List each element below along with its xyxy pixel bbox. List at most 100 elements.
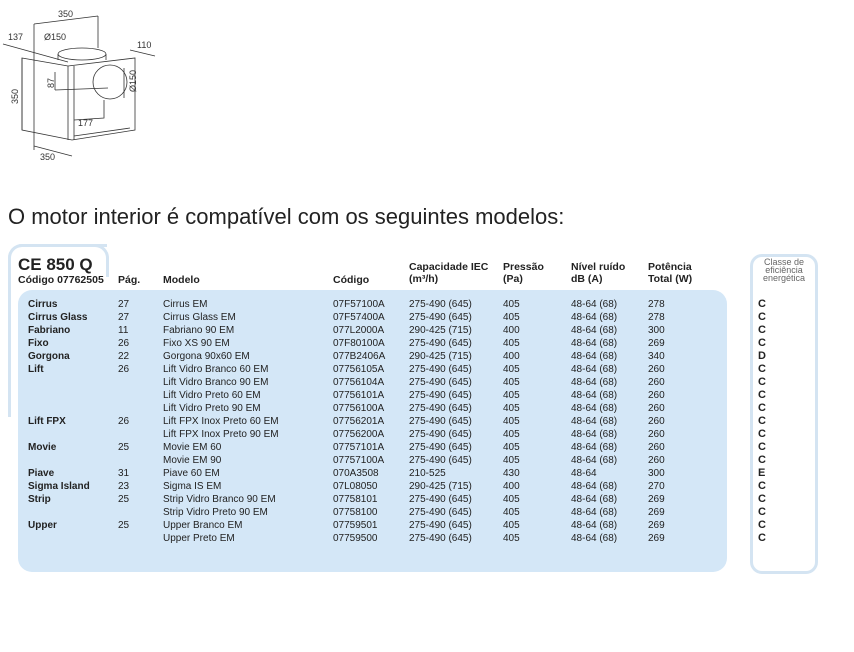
product-tab-top <box>8 244 109 277</box>
cell-pot: 340 <box>648 351 665 362</box>
cell-ruido: 48-64 (68) <box>571 455 618 466</box>
cell-codigo: 077B2406A <box>333 351 386 362</box>
table-row: Lift FPX Inox Preto 90 EM 07756200A 275-49… <box>0 428 740 441</box>
table-row: Upper Preto EM 07759500 275-490 (645) 405 48… <box>0 532 740 545</box>
col-pressao-l2: (Pa) <box>503 273 523 285</box>
cell-pres: 405 <box>503 507 520 518</box>
cell-modelo: Lift Vidro Preto 90 EM <box>163 403 261 414</box>
cell-modelo: Upper Branco EM <box>163 520 243 531</box>
energy-class: C <box>758 493 766 505</box>
dim-137: 137 <box>8 32 23 42</box>
energy-title-l2: eficiência <box>765 265 803 275</box>
cell-modelo: Lift Vidro Preto 60 EM <box>163 390 261 401</box>
cell-cap: 275-490 (645) <box>409 429 472 440</box>
cell-ruido: 48-64 (68) <box>571 520 618 531</box>
cell-cap: 275-490 (645) <box>409 377 472 388</box>
cell-codigo: 07756100A <box>333 403 385 414</box>
cell-brand: Fixo <box>28 338 49 349</box>
cell-pot: 300 <box>648 468 665 479</box>
cell-cap: 275-490 (645) <box>409 520 472 531</box>
cell-pot: 269 <box>648 494 665 505</box>
cell-ruido: 48-64 (68) <box>571 429 618 440</box>
dim-width-top: 350 <box>58 9 73 19</box>
cell-codigo: 07F80100A <box>333 338 385 349</box>
cell-ruido: 48-64 (68) <box>571 338 618 349</box>
cell-modelo: Cirrus Glass EM <box>163 312 236 323</box>
cell-codigo: 07758100 <box>333 507 378 518</box>
cell-pres: 400 <box>503 325 520 336</box>
cell-pot: 269 <box>648 507 665 518</box>
cell-modelo: Sigma IS EM <box>163 481 222 492</box>
cell-cap: 275-490 (645) <box>409 507 472 518</box>
energy-class-title: Classe de eficiência energética <box>756 257 812 283</box>
cell-pot: 260 <box>648 403 665 414</box>
cell-modelo: Strip Vidro Branco 90 EM <box>163 494 276 505</box>
cell-brand: Piave <box>28 468 55 479</box>
cell-pag: 26 <box>118 338 130 349</box>
cell-cap: 290-425 (715) <box>409 351 472 362</box>
cell-pres: 405 <box>503 416 520 427</box>
table-row: Sigma Island 23 Sigma IS EM 07L08050 290-425… <box>0 480 740 493</box>
cell-modelo: Cirrus EM <box>163 299 208 310</box>
cell-cap: 275-490 (645) <box>409 533 472 544</box>
col-ruido-l2: dB (A) <box>571 273 603 285</box>
cell-modelo: Lift FPX Inox Preto 60 EM <box>163 416 279 427</box>
col-capacidade: Capacidade IEC (m³/h) <box>409 261 488 285</box>
col-capacidade-l1: Capacidade IEC <box>409 261 489 273</box>
cell-pres: 405 <box>503 338 520 349</box>
col-pressao: Pressão (Pa) <box>503 261 544 285</box>
cell-cap: 275-490 (645) <box>409 390 472 401</box>
cell-pres: 400 <box>503 351 520 362</box>
cell-ruido: 48-64 (68) <box>571 351 618 362</box>
cell-cap: 275-490 (645) <box>409 364 472 375</box>
cell-brand: Upper <box>28 520 57 531</box>
energy-title-l1: Classe de <box>763 257 805 267</box>
table-row: Cirrus Glass 27 Cirrus Glass EM 07F57400A 27… <box>0 311 740 324</box>
col-modelo: Modelo <box>163 274 200 286</box>
cell-ruido: 48-64 (68) <box>571 299 618 310</box>
cell-pag: 25 <box>118 442 130 453</box>
energy-class: C <box>758 324 766 336</box>
table-row: Upper 25 Upper Branco EM 07759501 275-490 (6… <box>0 519 740 532</box>
cell-pot: 270 <box>648 481 665 492</box>
cell-ruido: 48-64 (68) <box>571 390 618 401</box>
energy-class: C <box>758 363 766 375</box>
cell-cap: 290-425 (715) <box>409 325 472 336</box>
cell-pot: 260 <box>648 442 665 453</box>
cell-ruido: 48-64 (68) <box>571 377 618 388</box>
energy-class: C <box>758 519 766 531</box>
cell-modelo: Upper Preto EM <box>163 533 235 544</box>
cell-pres: 405 <box>503 403 520 414</box>
cell-pres: 430 <box>503 468 520 479</box>
cell-codigo: 07759500 <box>333 533 378 544</box>
cell-brand: Fabriano <box>28 325 71 336</box>
col-pag: Pág. <box>118 274 141 286</box>
cell-ruido: 48-64 (68) <box>571 325 618 336</box>
table-row: Lift Vidro Branco 90 EM 07756104A 275-490 … <box>0 376 740 389</box>
cell-cap: 275-490 (645) <box>409 312 472 323</box>
energy-class: C <box>758 376 766 388</box>
cell-brand: Movie <box>28 442 57 453</box>
energy-class: C <box>758 402 766 414</box>
product-code: Código 07762505 <box>18 274 104 286</box>
cell-cap: 275-490 (645) <box>409 494 472 505</box>
cell-pot: 300 <box>648 325 665 336</box>
cell-pres: 405 <box>503 312 520 323</box>
cell-ruido: 48-64 (68) <box>571 442 618 453</box>
cell-brand: Cirrus <box>28 299 58 310</box>
cell-pres: 405 <box>503 364 520 375</box>
energy-class: C <box>758 480 766 492</box>
cell-cap: 275-490 (645) <box>409 416 472 427</box>
dim-height: 350 <box>10 89 20 104</box>
dim-110: 110 <box>137 40 151 50</box>
cell-cap: 275-490 (645) <box>409 299 472 310</box>
cell-modelo: Fixo XS 90 EM <box>163 338 230 349</box>
cell-cap: 210-525 <box>409 468 446 479</box>
cell-pag: 25 <box>118 494 130 505</box>
dim-87: 87 <box>46 78 56 88</box>
cell-pot: 260 <box>648 377 665 388</box>
cell-codigo: 07F57100A <box>333 299 385 310</box>
energy-class: E <box>758 467 766 479</box>
cell-pres: 405 <box>503 377 520 388</box>
cell-pot: 269 <box>648 338 665 349</box>
